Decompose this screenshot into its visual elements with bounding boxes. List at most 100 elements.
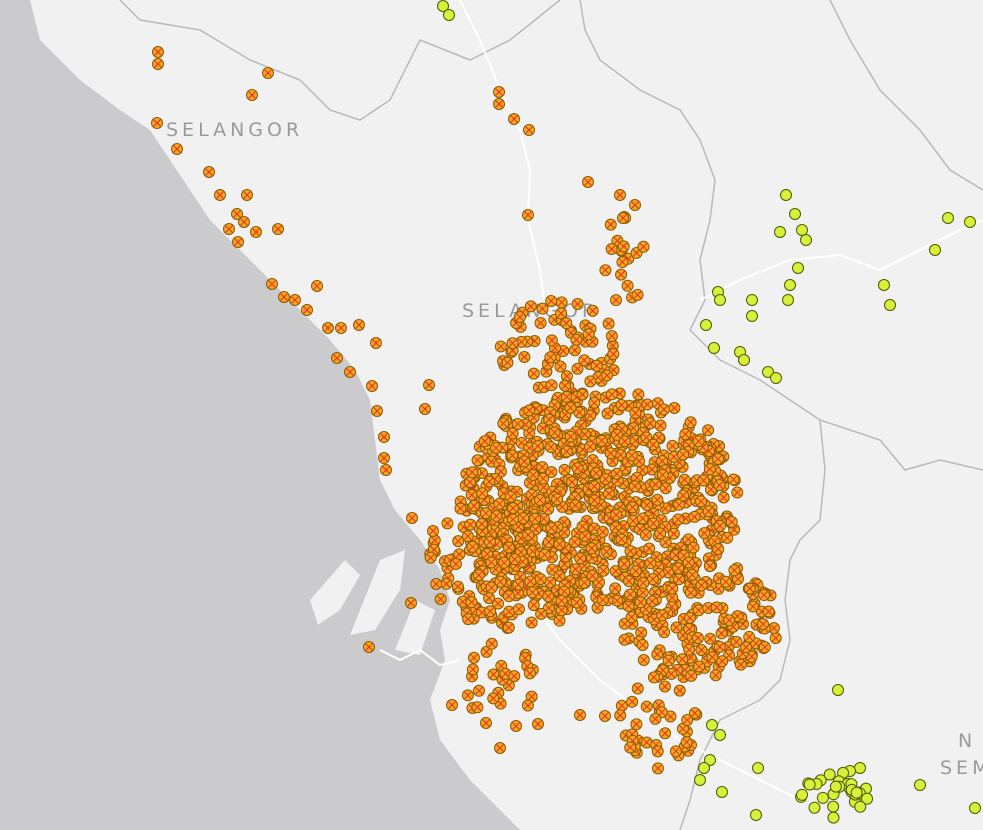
crossed-marker[interactable]: [521, 699, 534, 712]
crossed-marker[interactable]: [621, 279, 634, 292]
crossed-marker[interactable]: [590, 359, 603, 372]
crossed-marker[interactable]: [662, 566, 675, 579]
crossed-marker[interactable]: [487, 668, 500, 681]
crossed-marker[interactable]: [649, 712, 662, 725]
crossed-marker[interactable]: [631, 288, 644, 301]
crossed-marker[interactable]: [232, 236, 244, 248]
crossed-marker[interactable]: [449, 557, 462, 570]
crossed-marker[interactable]: [629, 199, 641, 211]
crossed-marker[interactable]: [769, 632, 782, 645]
crossed-marker[interactable]: [596, 593, 609, 606]
crossed-marker[interactable]: [704, 632, 717, 645]
crossed-marker[interactable]: [623, 575, 636, 588]
crossed-marker[interactable]: [651, 493, 664, 506]
crossed-marker[interactable]: [506, 427, 519, 440]
crossed-marker[interactable]: [531, 440, 544, 453]
crossed-marker[interactable]: [566, 476, 579, 489]
crossed-marker[interactable]: [517, 512, 530, 525]
crossed-marker[interactable]: [636, 512, 649, 525]
crossed-marker[interactable]: [508, 670, 521, 683]
crossed-marker[interactable]: [512, 578, 525, 591]
crossed-marker[interactable]: [430, 577, 443, 590]
crossed-marker[interactable]: [151, 117, 163, 129]
crossed-marker[interactable]: [424, 551, 437, 564]
crossed-marker[interactable]: [628, 480, 641, 493]
active-marker[interactable]: [861, 792, 874, 805]
crossed-marker[interactable]: [532, 718, 544, 730]
crossed-marker[interactable]: [246, 89, 258, 101]
crossed-marker[interactable]: [507, 502, 520, 515]
active-marker[interactable]: [746, 310, 758, 322]
crossed-marker[interactable]: [490, 510, 503, 523]
crossed-marker[interactable]: [668, 402, 681, 415]
crossed-marker[interactable]: [502, 590, 515, 603]
crossed-marker[interactable]: [651, 762, 664, 775]
crossed-marker[interactable]: [688, 510, 701, 523]
crossed-marker[interactable]: [632, 388, 645, 401]
crossed-marker[interactable]: [682, 556, 695, 569]
crossed-marker[interactable]: [677, 448, 690, 461]
crossed-marker[interactable]: [597, 564, 610, 577]
crossed-marker[interactable]: [568, 344, 581, 357]
active-marker[interactable]: [884, 299, 896, 311]
crossed-marker[interactable]: [544, 351, 557, 364]
crossed-marker[interactable]: [590, 467, 603, 480]
crossed-marker[interactable]: [523, 667, 536, 680]
crossed-marker[interactable]: [446, 699, 458, 711]
crossed-marker[interactable]: [335, 322, 347, 334]
crossed-marker[interactable]: [656, 468, 669, 481]
crossed-marker[interactable]: [507, 513, 520, 526]
crossed-marker[interactable]: [631, 682, 644, 695]
crossed-marker[interactable]: [405, 597, 417, 609]
crossed-marker[interactable]: [584, 375, 597, 388]
crossed-marker[interactable]: [501, 356, 514, 369]
crossed-marker[interactable]: [570, 333, 583, 346]
active-marker[interactable]: [770, 372, 782, 384]
crossed-marker[interactable]: [686, 568, 699, 581]
crossed-marker[interactable]: [757, 618, 770, 631]
crossed-marker[interactable]: [618, 435, 631, 448]
active-marker[interactable]: [714, 294, 726, 306]
active-marker[interactable]: [823, 768, 836, 781]
active-marker[interactable]: [832, 684, 844, 696]
crossed-marker[interactable]: [571, 362, 584, 375]
crossed-marker[interactable]: [588, 480, 601, 493]
crossed-marker[interactable]: [599, 264, 612, 277]
crossed-marker[interactable]: [472, 684, 485, 697]
active-marker[interactable]: [789, 208, 801, 220]
crossed-marker[interactable]: [697, 474, 710, 487]
active-marker[interactable]: [704, 754, 716, 766]
crossed-marker[interactable]: [649, 478, 662, 491]
crossed-marker[interactable]: [657, 403, 670, 416]
crossed-marker[interactable]: [466, 466, 479, 479]
crossed-marker[interactable]: [662, 654, 675, 667]
crossed-marker[interactable]: [635, 626, 648, 639]
crossed-marker[interactable]: [637, 576, 650, 589]
crossed-marker[interactable]: [427, 525, 439, 537]
crossed-marker[interactable]: [484, 605, 497, 618]
crossed-marker[interactable]: [680, 736, 693, 749]
crossed-marker[interactable]: [241, 189, 253, 201]
crossed-marker[interactable]: [758, 589, 771, 602]
active-marker[interactable]: [746, 294, 758, 306]
crossed-marker[interactable]: [545, 466, 558, 479]
active-marker[interactable]: [796, 788, 809, 801]
crossed-marker[interactable]: [685, 669, 698, 682]
crossed-marker[interactable]: [545, 522, 558, 535]
crossed-marker[interactable]: [687, 541, 700, 554]
crossed-marker[interactable]: [644, 557, 657, 570]
crossed-marker[interactable]: [654, 419, 667, 432]
active-marker[interactable]: [796, 224, 808, 236]
crossed-marker[interactable]: [487, 692, 500, 705]
crossed-marker[interactable]: [727, 473, 740, 486]
crossed-marker[interactable]: [571, 298, 584, 311]
crossed-marker[interactable]: [524, 575, 537, 588]
crossed-marker[interactable]: [569, 563, 582, 576]
active-marker[interactable]: [437, 0, 449, 12]
crossed-marker[interactable]: [683, 611, 696, 624]
crossed-marker[interactable]: [406, 512, 418, 524]
crossed-marker[interactable]: [712, 543, 725, 556]
crossed-marker[interactable]: [658, 626, 671, 639]
crossed-marker[interactable]: [434, 593, 447, 606]
